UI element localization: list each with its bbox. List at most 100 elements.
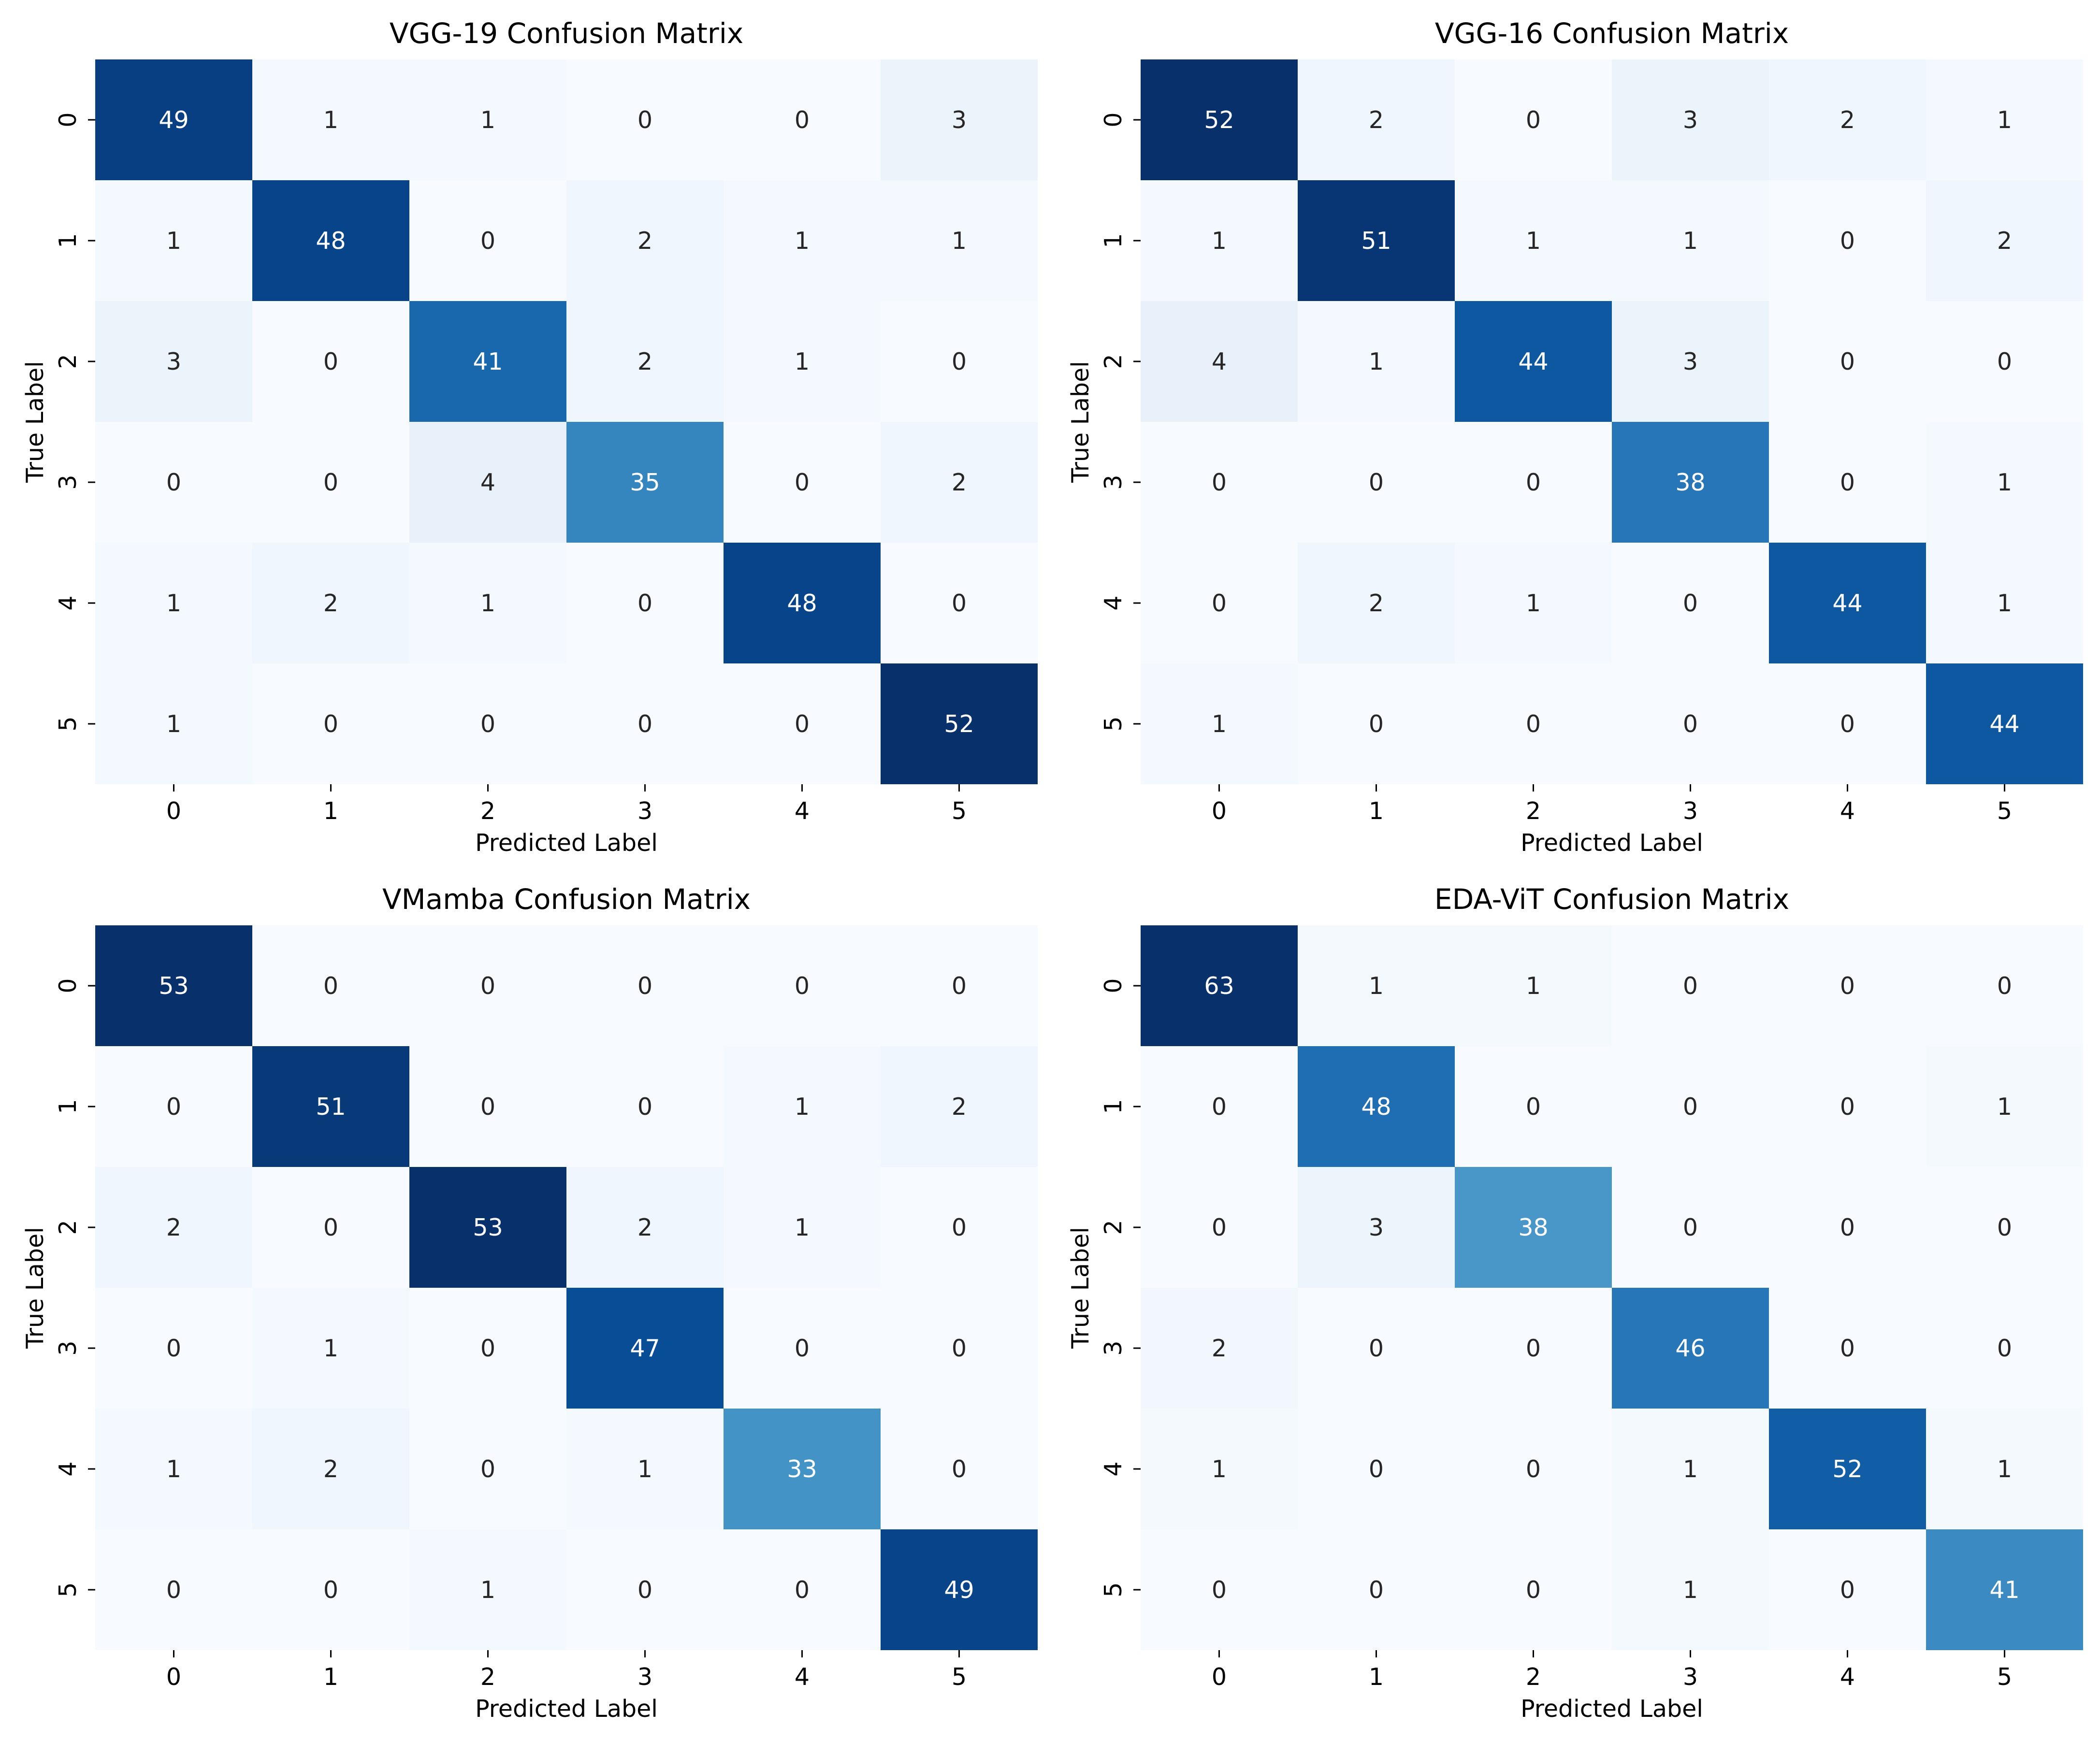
cell-value-label: 1 <box>637 1455 652 1483</box>
heatmap-cell <box>1612 1167 1769 1288</box>
heatmap-cell <box>881 663 1038 784</box>
heatmap-cell <box>566 543 724 663</box>
heatmap-cell <box>409 663 566 784</box>
y-tick-label: 0 <box>54 978 82 993</box>
cell-value-label: 0 <box>1997 972 2012 1000</box>
heatmap-cell <box>881 543 1038 663</box>
x-tick-label: 0 <box>166 1663 181 1691</box>
heatmap-cell <box>95 1288 252 1409</box>
heatmap-cell <box>1298 180 1455 301</box>
heatmap-cell <box>409 925 566 1046</box>
x-tick-label: 3 <box>1683 797 1698 825</box>
y-tick-label: 1 <box>1100 1099 1127 1114</box>
y-tick-label: 2 <box>54 1220 82 1235</box>
cell-value-label: 1 <box>166 710 181 738</box>
cell-value-label: 41 <box>473 348 503 375</box>
cell-value-label: 0 <box>1212 469 1227 496</box>
cell-value-label: 0 <box>323 348 338 375</box>
cell-value-label: 0 <box>480 710 495 738</box>
heatmap-cell <box>1298 663 1455 784</box>
y-axis-ticks: 0 1 2 3 4 5 <box>1100 112 1141 732</box>
heatmap-cell <box>1455 180 1612 301</box>
y-axis-ticks: 0 1 2 3 4 5 <box>54 978 95 1597</box>
cell-value-label: 1 <box>1212 1455 1227 1483</box>
cell-value-label: 1 <box>952 227 967 255</box>
y-tick-label: 1 <box>54 1099 82 1114</box>
heatmap-cell <box>252 543 409 663</box>
x-tick-label: 5 <box>952 797 967 825</box>
heatmap-cell <box>1298 1288 1455 1409</box>
cell-value-label: 0 <box>952 972 967 1000</box>
x-axis-ticks: 0 1 2 3 4 5 <box>1212 784 2012 825</box>
heatmap-cell <box>1455 663 1612 784</box>
cell-value-label: 0 <box>1212 1576 1227 1604</box>
cell-value-label: 44 <box>1518 348 1548 375</box>
cell-value-label: 0 <box>1526 1093 1541 1121</box>
cell-value-label: 1 <box>323 106 338 134</box>
heatmap-cell <box>1612 301 1769 422</box>
y-tick-label: 2 <box>1100 354 1127 369</box>
cell-value-label: 0 <box>1840 710 1855 738</box>
cell-value-label: 0 <box>1840 227 1855 255</box>
cell-value-label: 0 <box>1997 348 2012 375</box>
x-tick-label: 5 <box>1997 797 2012 825</box>
heatmap-cell <box>1926 1288 2083 1409</box>
x-axis-ticks: 0 1 2 3 4 5 <box>166 784 967 825</box>
cell-value-label: 1 <box>480 1576 495 1604</box>
heatmap-cell <box>1612 180 1769 301</box>
heatmap-cell <box>95 1046 252 1167</box>
heatmap-cell <box>1769 59 1926 180</box>
cell-value-label: 3 <box>1683 106 1698 134</box>
heatmap-cell <box>1926 663 2083 784</box>
heatmap-cell <box>252 180 409 301</box>
heatmap-cell <box>409 1167 566 1288</box>
cell-value-label: 0 <box>166 1093 181 1121</box>
heatmap-cell <box>252 1167 409 1288</box>
heatmap-cell <box>724 180 881 301</box>
heatmap-cell <box>1769 1409 1926 1529</box>
x-tick-label: 4 <box>1840 797 1855 825</box>
cell-value-label: 2 <box>1997 227 2012 255</box>
heatmap-cell <box>1769 1529 1926 1650</box>
heatmap-cell <box>1298 1167 1455 1288</box>
x-tick-label: 2 <box>480 797 495 825</box>
y-axis-ticks: 0 1 2 3 4 5 <box>54 112 95 732</box>
heatmap-cell <box>1769 1288 1926 1409</box>
x-axis-ticks: 0 1 2 3 4 5 <box>1212 1650 2012 1691</box>
heatmap-cell <box>1298 1409 1455 1529</box>
cell-value-label: 1 <box>166 590 181 617</box>
cell-value-label: 35 <box>630 469 660 496</box>
x-tick-label: 2 <box>1526 797 1541 825</box>
heatmap-cell <box>95 422 252 543</box>
heatmap-cell <box>252 1409 409 1529</box>
cell-value-label: 0 <box>1212 1093 1227 1121</box>
x-tick-label: 1 <box>1369 1663 1384 1691</box>
x-tick-label: 0 <box>1212 1663 1227 1691</box>
x-tick-label: 1 <box>323 1663 338 1691</box>
heatmap-cell <box>1612 422 1769 543</box>
heatmap-cell <box>252 422 409 543</box>
heatmap-cell <box>1141 59 1298 180</box>
y-axis-ticks: 0 1 2 3 4 5 <box>1100 978 1141 1597</box>
heatmap-cell <box>1769 301 1926 422</box>
heatmap-cell <box>1298 1529 1455 1650</box>
heatmap-cell <box>1612 1288 1769 1409</box>
heatmap-cell <box>1455 1046 1612 1167</box>
cell-value-label: 51 <box>316 1093 346 1121</box>
heatmap-cell <box>252 1529 409 1650</box>
heatmap-cell <box>1455 1409 1612 1529</box>
y-tick-label: 3 <box>54 1340 82 1355</box>
cell-value-label: 2 <box>952 469 967 496</box>
cell-value-label: 2 <box>1369 106 1384 134</box>
y-tick-label: 5 <box>1100 716 1127 731</box>
cell-value-label: 1 <box>166 1455 181 1483</box>
x-tick-label: 4 <box>1840 1663 1855 1691</box>
cell-value-label: 1 <box>1526 227 1541 255</box>
heatmap-cell <box>724 1409 881 1529</box>
cell-value-label: 0 <box>637 1576 652 1604</box>
cell-value-label: 0 <box>480 1335 495 1362</box>
cell-value-label: 1 <box>1683 227 1698 255</box>
cell-value-label: 1 <box>1997 1093 2012 1121</box>
heatmap-cell <box>1141 1409 1298 1529</box>
y-tick-label: 1 <box>54 233 82 248</box>
